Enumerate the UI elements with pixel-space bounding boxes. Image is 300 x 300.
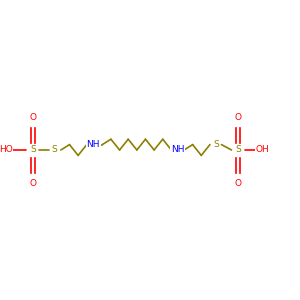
Text: O: O [234, 112, 241, 122]
Text: OH: OH [255, 146, 269, 154]
Text: S: S [213, 140, 219, 149]
Text: NH: NH [86, 140, 100, 149]
Text: S: S [30, 146, 36, 154]
Text: O: O [29, 178, 36, 188]
Text: NH: NH [171, 146, 184, 154]
Text: S: S [235, 146, 241, 154]
Text: O: O [234, 178, 241, 188]
Text: HO: HO [0, 146, 13, 154]
Text: O: O [29, 112, 36, 122]
Text: S: S [52, 146, 57, 154]
